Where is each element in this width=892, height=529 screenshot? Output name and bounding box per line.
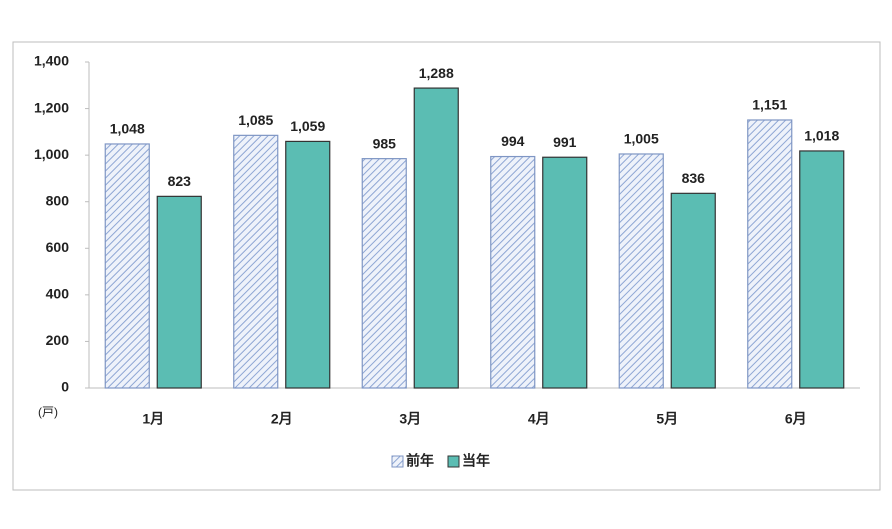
legend-label: 前年 [406, 453, 434, 469]
value-label: 1,005 [624, 131, 659, 147]
bar [104, 143, 150, 389]
value-label: 1,059 [290, 118, 325, 134]
y-tick-label: 200 [46, 332, 70, 348]
y-tick-label: 1,000 [34, 146, 69, 162]
x-tick-label: 1月 [142, 411, 164, 427]
y-tick-label: 800 [46, 192, 70, 208]
legend-label: 当年 [462, 453, 490, 469]
bar [361, 158, 407, 389]
bar [156, 195, 202, 389]
bar [618, 153, 664, 389]
bar [285, 140, 331, 389]
bar [542, 156, 588, 389]
unit-label: (戸) [38, 405, 58, 419]
bar [670, 192, 716, 389]
value-label: 985 [373, 135, 397, 151]
legend-swatch [447, 455, 460, 468]
x-tick-label: 4月 [528, 411, 550, 427]
value-label: 1,048 [110, 121, 145, 137]
value-label: 1,085 [238, 112, 273, 128]
x-tick-label: 6月 [785, 411, 807, 427]
y-tick-label: 600 [46, 239, 70, 255]
legend-swatch [391, 455, 404, 468]
x-tick-label: 2月 [271, 411, 293, 427]
value-label: 994 [501, 133, 525, 149]
y-tick-label: 0 [61, 379, 69, 395]
value-label: 823 [168, 173, 192, 189]
y-tick-label: 1,200 [34, 99, 69, 115]
x-tick-label: 3月 [399, 411, 421, 427]
y-tick-label: 1,400 [34, 53, 69, 69]
bar [490, 155, 536, 389]
value-label: 1,018 [804, 128, 839, 144]
y-tick-label: 400 [46, 286, 70, 302]
value-label: 836 [682, 170, 706, 186]
bar [799, 150, 845, 389]
value-label: 1,288 [419, 65, 454, 81]
bar [747, 119, 793, 389]
bar [233, 134, 279, 389]
bar [413, 87, 459, 389]
x-tick-label: 5月 [656, 411, 678, 427]
value-label: 991 [553, 134, 577, 150]
value-label: 1,151 [752, 97, 787, 113]
